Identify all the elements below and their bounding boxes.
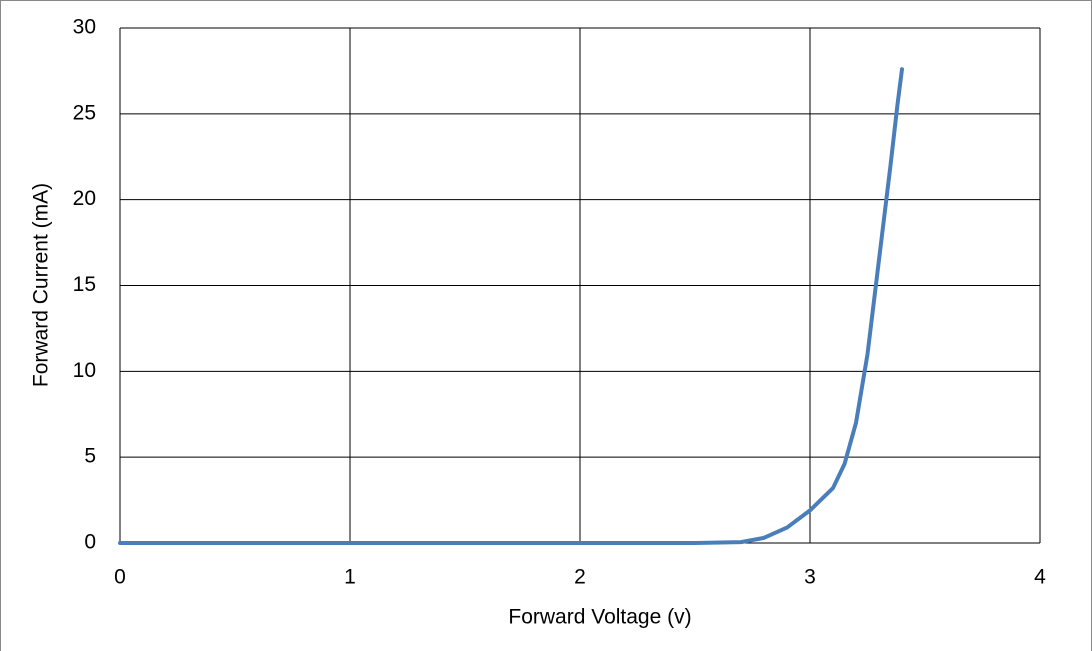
y-tick-label: 15 — [73, 273, 96, 296]
x-tick-label: 3 — [804, 566, 816, 589]
y-tick-label: 10 — [73, 359, 96, 382]
x-axis-label: Forward Voltage (v) — [508, 606, 691, 629]
x-tick-label: 1 — [344, 566, 356, 589]
x-tick-label: 4 — [1034, 566, 1046, 589]
y-tick-label: 25 — [73, 101, 96, 124]
y-tick-label: 5 — [84, 445, 96, 468]
y-tick-label: 0 — [84, 531, 96, 554]
y-tick-label: 20 — [73, 187, 96, 210]
data-line — [118, 67, 904, 545]
y-tick-label: 30 — [73, 16, 96, 39]
x-tick-label: 0 — [114, 566, 126, 589]
y-axis-label: Forward Current (mA) — [30, 183, 53, 387]
x-tick-label: 2 — [574, 566, 586, 589]
